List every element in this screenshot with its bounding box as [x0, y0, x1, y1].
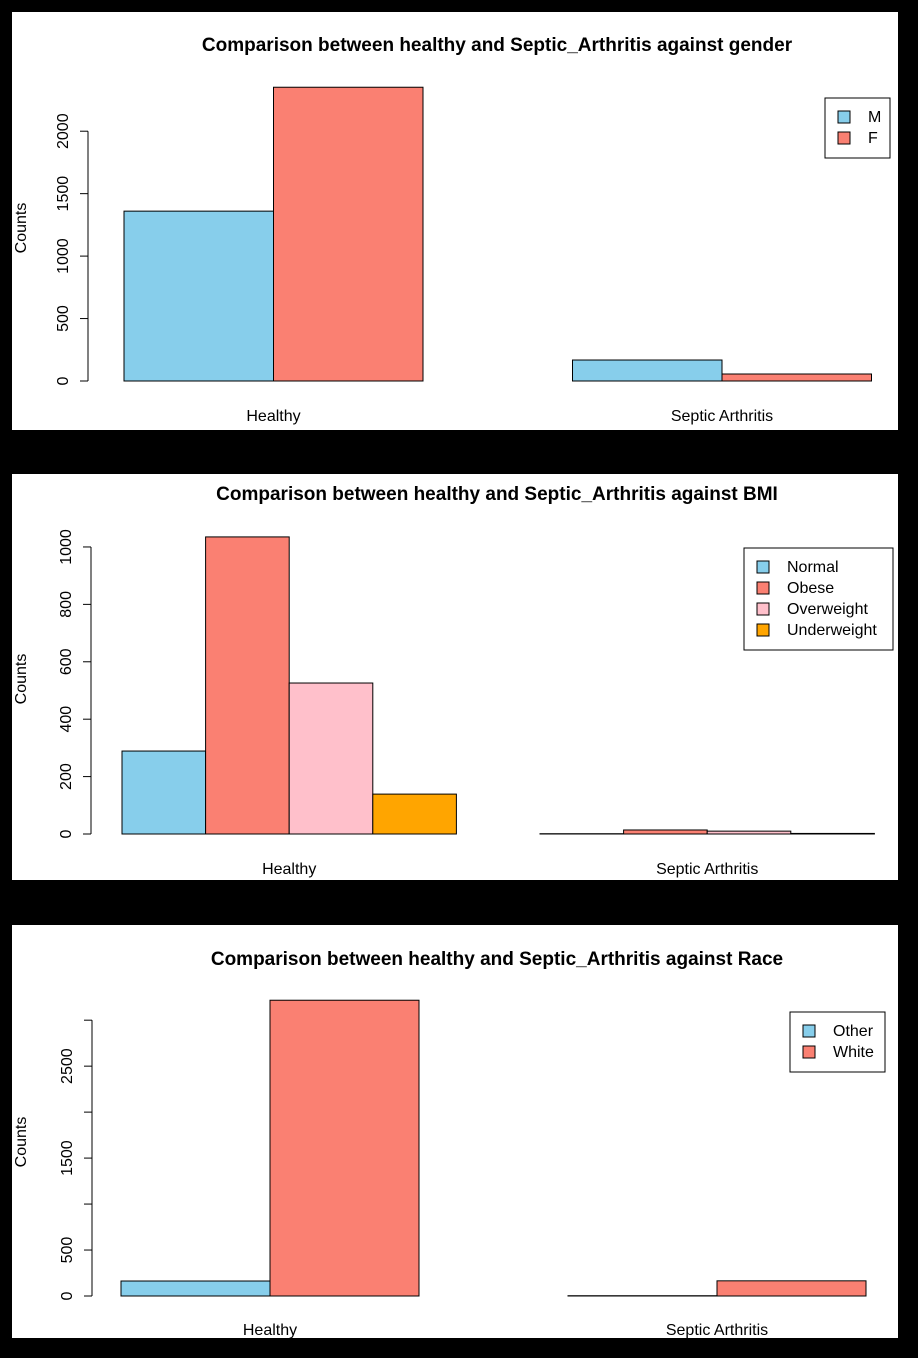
- legend-swatch: [756, 581, 770, 595]
- y-axis-label: Counts: [13, 654, 30, 705]
- bar: [273, 86, 424, 382]
- legend-label: Normal: [787, 559, 839, 576]
- legend-label: White: [833, 1044, 874, 1061]
- legend-label: M: [868, 109, 881, 126]
- bar: [120, 1280, 271, 1297]
- y-axis-label: Counts: [13, 203, 30, 254]
- bar: [123, 210, 274, 382]
- legend-swatch: [802, 1045, 816, 1059]
- legend-swatch: [837, 131, 851, 145]
- bar: [121, 750, 207, 835]
- chart-title: Comparison between healthy and Septic_Ar…: [216, 484, 778, 505]
- panel: [12, 925, 898, 1338]
- legend-swatch: [837, 110, 851, 124]
- y-axis-label: Counts: [13, 1117, 30, 1168]
- x-tick-label: Healthy: [262, 861, 316, 878]
- bar: [269, 999, 420, 1297]
- legend-label: Obese: [787, 580, 834, 597]
- y-tick-label: 800: [58, 591, 75, 618]
- y-tick-label: 0: [59, 1291, 76, 1300]
- y-tick-label: 1000: [55, 238, 72, 274]
- y-tick-label: 0: [58, 829, 75, 838]
- bar: [205, 536, 290, 835]
- legend-label: Underweight: [787, 622, 877, 639]
- chart-title: Comparison between healthy and Septic_Ar…: [202, 35, 793, 56]
- bar: [721, 373, 872, 382]
- y-tick-label: 500: [55, 305, 72, 332]
- legend-swatch: [802, 1024, 816, 1038]
- legend-box: [824, 97, 891, 159]
- legend-box: [789, 1011, 886, 1073]
- y-tick-label: 600: [58, 648, 75, 675]
- x-tick-label: Healthy: [243, 1322, 297, 1339]
- x-tick-label: Septic Arthritis: [656, 861, 758, 878]
- y-tick-label: 1000: [58, 529, 75, 565]
- legend-label: Other: [833, 1023, 874, 1040]
- legend-label: F: [868, 130, 878, 147]
- bar: [623, 829, 708, 835]
- bar: [288, 682, 374, 835]
- x-tick-label: Septic Arthritis: [671, 408, 773, 425]
- y-tick-label: 0: [55, 376, 72, 385]
- x-tick-label: Septic Arthritis: [666, 1322, 768, 1339]
- legend-swatch: [756, 560, 770, 574]
- legend-swatch: [756, 623, 770, 637]
- y-tick-label: 200: [58, 763, 75, 790]
- chart-title: Comparison between healthy and Septic_Ar…: [211, 949, 783, 970]
- y-tick-label: 400: [58, 706, 75, 733]
- bar: [716, 1280, 867, 1297]
- y-tick-label: 2000: [55, 113, 72, 149]
- legend-swatch: [756, 602, 770, 616]
- bar: [790, 832, 875, 835]
- y-tick-label: 1500: [59, 1140, 76, 1176]
- y-tick-label: 500: [59, 1237, 76, 1264]
- bar: [706, 830, 792, 835]
- legend-label: Overweight: [787, 601, 868, 618]
- bar: [572, 359, 723, 382]
- bar: [372, 793, 457, 835]
- y-tick-label: 1500: [55, 176, 72, 212]
- y-tick-label: 2500: [59, 1048, 76, 1084]
- x-tick-label: Healthy: [246, 408, 300, 425]
